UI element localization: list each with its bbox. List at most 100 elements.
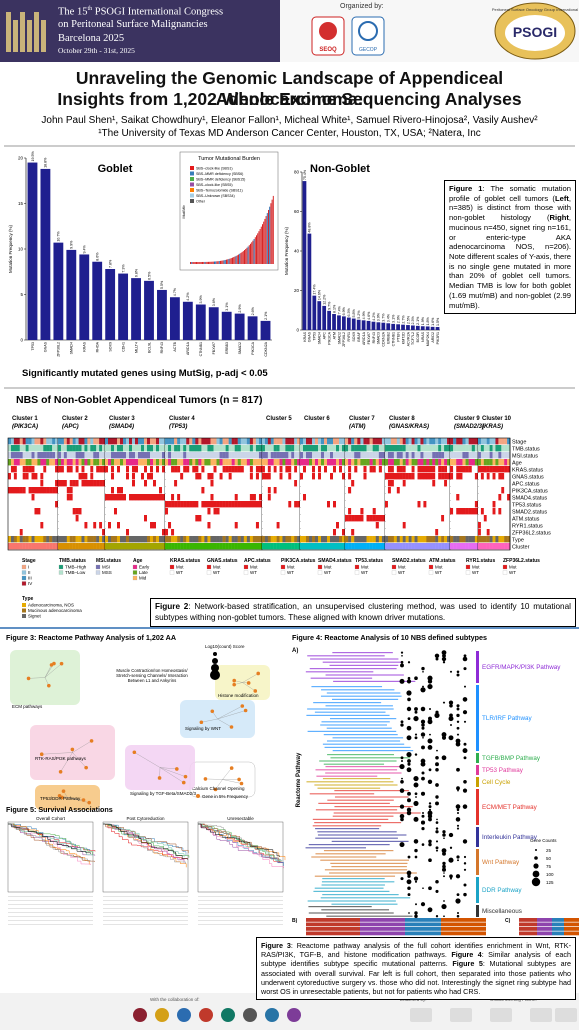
heat-cell [294,473,298,480]
heat-cell [414,529,418,536]
heat-cell [375,515,380,522]
heat-cell [81,473,85,480]
heat-cell [282,445,286,452]
heat-cell [114,522,118,529]
heat-cell [40,473,44,480]
dot [421,723,425,727]
heat-cell [93,536,97,543]
cluster-gene: (KRAS) [482,424,503,430]
dot [421,776,425,781]
heat-cell [228,508,232,515]
footer-logo [221,1008,235,1022]
heat-cell [282,529,286,536]
heat-cell [99,473,103,480]
heat-cell [273,438,277,445]
heat-cell [504,522,508,529]
heat-cell [309,529,313,536]
heat-cell [385,494,389,501]
heat-cell [282,522,286,529]
heat-cell [132,501,136,508]
edge [215,779,223,790]
heat-cell [333,529,337,536]
heat-cell [132,543,136,550]
heat-cell [43,543,47,550]
heat-cell [297,536,301,543]
heat-cell [141,515,145,522]
heat-cell [399,445,403,452]
dot [420,687,426,693]
gene-node [199,720,204,725]
heat-cell [336,536,340,543]
heat-cell [222,508,226,515]
heat-cell [393,515,398,522]
heat-cell [426,487,430,494]
heat-cell [141,494,145,501]
heat-cell [405,452,409,459]
heat-cell [126,473,130,480]
tmb-bar [200,261,202,264]
heat-cell [216,466,220,473]
heat-cell [432,480,436,487]
bar [430,326,435,330]
heat-cell [315,480,319,487]
pathway-name: ECM/MET Pathway [482,804,538,811]
dot [406,870,412,876]
heat-cell [297,438,301,445]
heat-cell [99,438,103,445]
heat-cell [25,438,29,445]
heat-cell [375,452,380,459]
heat-cell [75,438,79,445]
heat-cell [114,487,118,494]
stacked-segment [306,927,360,931]
heat-cell [25,452,29,459]
dot [435,846,439,850]
heat-cell [267,543,271,550]
heat-cell [177,452,181,459]
heat-cell [135,466,139,473]
heat-cell [438,445,442,452]
heat-cell [180,543,184,550]
heat-cell [46,494,50,501]
row-label: Type [512,538,524,544]
value-label: 4.7% [173,287,177,296]
heat-cell [10,438,15,445]
heat-cell [426,473,430,480]
heat-cell [435,494,439,501]
heat-cell [171,438,175,445]
legend-title: ATM.status [429,558,456,564]
heat-cell [351,452,355,459]
heat-cell [126,452,130,459]
heat-cell [183,508,187,515]
dot [406,690,412,696]
heat-cell [363,494,367,501]
heat-cell [318,473,322,480]
heat-cell [420,487,424,494]
heat-cell [276,501,280,508]
heat-cell [102,501,106,508]
size-key [533,863,539,869]
size-key [532,870,540,878]
bar [361,320,366,330]
heat-cell [387,494,392,501]
heat-cell [348,438,352,445]
heat-cell [478,452,482,459]
heat-cell [351,515,355,522]
score-label: Log10(count) Score [205,644,245,649]
heat-cell [462,438,466,445]
heat-cell [372,529,376,536]
heat-cell [60,466,65,473]
heat-cell [306,466,310,473]
dot [400,779,404,784]
heat-cell [279,466,283,473]
heat-cell [252,487,257,494]
heat-cell [132,438,136,445]
heat-cell [369,452,373,459]
heat-cell [495,501,499,508]
heat-cell [52,508,56,515]
heat-cell [474,473,479,480]
heat-cell [270,452,274,459]
tmb-bar [199,261,201,264]
heat-cell [387,522,392,529]
heat-cell [385,529,389,536]
heat-cell [150,445,154,452]
